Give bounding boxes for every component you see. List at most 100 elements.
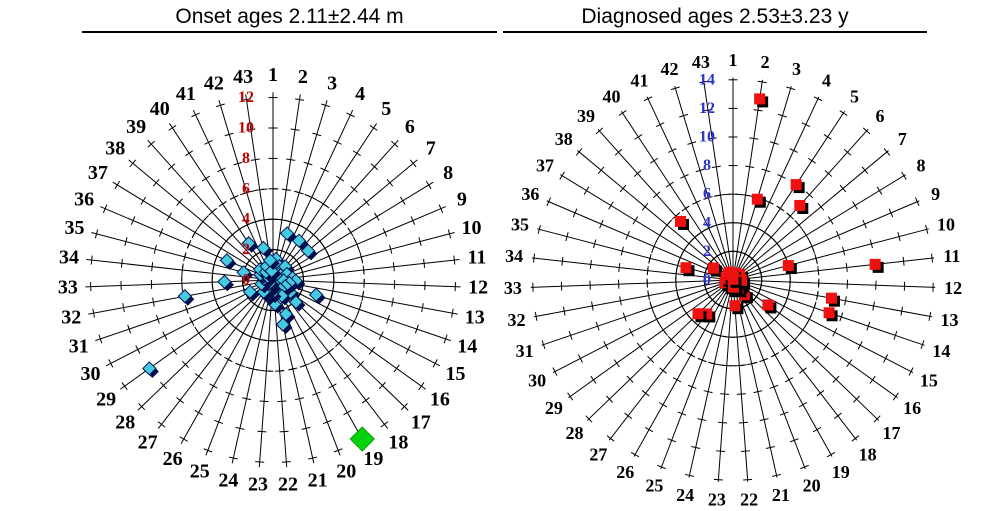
tick-mark	[812, 303, 817, 313]
tick-mark	[832, 328, 838, 337]
tick-mark	[212, 260, 216, 270]
tick-mark	[679, 301, 685, 311]
tick-mark	[789, 438, 799, 443]
data-point	[762, 299, 774, 311]
tick-mark	[194, 409, 203, 416]
spoke-line	[732, 279, 898, 399]
tick-mark	[453, 255, 456, 265]
tick-mark	[298, 330, 307, 336]
tick-mark	[807, 157, 816, 164]
tick-mark	[770, 352, 780, 358]
tick-mark	[378, 381, 386, 390]
spoke-label: 5	[381, 98, 391, 120]
tick-mark	[242, 397, 252, 401]
spoke-label: 21	[308, 469, 328, 491]
tick-mark	[809, 242, 815, 251]
tick-mark	[565, 232, 569, 242]
tick-mark	[275, 370, 285, 372]
spoke-line	[272, 258, 460, 281]
tick-mark	[869, 239, 873, 249]
tick-mark	[228, 456, 238, 460]
spoke-label: 6	[875, 106, 884, 126]
data-point	[256, 240, 271, 256]
data-point	[262, 253, 278, 268]
tick-mark	[127, 324, 132, 334]
spoke-label: 21	[772, 485, 790, 505]
spoke-label: 24	[676, 485, 694, 505]
tick-mark	[853, 395, 861, 403]
tick-mark	[772, 473, 782, 477]
tick-mark	[151, 262, 154, 272]
spoke-label: 15	[920, 371, 938, 391]
spoke-line	[732, 228, 929, 281]
tick-mark	[658, 402, 668, 408]
tick-mark	[740, 193, 751, 197]
tick-mark	[321, 103, 331, 108]
tick-mark	[108, 359, 114, 368]
spoke-line	[586, 279, 734, 421]
tick-mark	[181, 360, 189, 368]
tick-mark	[720, 222, 730, 225]
tick-mark	[322, 419, 332, 425]
tick-mark	[801, 122, 811, 127]
tick-mark	[322, 244, 328, 253]
tick-mark	[803, 231, 810, 240]
spoke-line	[105, 279, 274, 367]
tick-mark	[121, 382, 128, 391]
spoke-line	[732, 86, 792, 281]
tick-mark	[354, 239, 360, 249]
tick-mark	[414, 324, 419, 334]
tick-mark	[194, 373, 203, 380]
tick-mark	[697, 418, 707, 422]
tick-mark	[703, 196, 713, 200]
tick-mark	[277, 218, 287, 221]
tick-mark	[691, 234, 699, 241]
radial-axis-label: 2	[703, 243, 711, 260]
spoke-label: 11	[468, 247, 487, 269]
tick-mark	[632, 216, 639, 225]
spoke-label: 41	[631, 71, 649, 91]
tick-mark	[391, 297, 394, 307]
tick-mark	[391, 140, 399, 148]
tick-mark	[423, 258, 426, 268]
tick-mark	[290, 334, 300, 339]
tick-mark	[213, 295, 218, 305]
radial-axis-label: 4	[242, 211, 250, 228]
spoke-label: 40	[150, 98, 170, 120]
spoke-line	[272, 100, 328, 281]
spoke-label: 39	[126, 116, 146, 138]
tick-mark	[667, 438, 677, 443]
tick-mark	[599, 219, 604, 229]
data-point	[236, 265, 251, 280]
spoke-line	[597, 128, 734, 281]
tick-mark	[386, 178, 394, 187]
radial-axis-label: 8	[703, 157, 711, 174]
tick-mark	[160, 381, 168, 390]
tick-mark	[199, 217, 207, 226]
tick-mark	[687, 384, 697, 389]
tick-mark	[451, 308, 454, 318]
data-point	[736, 274, 748, 286]
tick-mark	[862, 219, 867, 229]
tick-mark	[233, 161, 243, 166]
tick-mark	[209, 383, 218, 389]
tick-mark	[235, 226, 244, 233]
spoke-line	[272, 279, 451, 342]
spoke-line	[608, 279, 734, 441]
tick-mark	[157, 421, 166, 428]
tick-mark	[800, 464, 809, 470]
tick-mark	[259, 400, 269, 403]
tick-mark	[326, 251, 332, 261]
spoke-line	[732, 174, 906, 281]
tick-mark	[369, 124, 378, 131]
tick-mark	[716, 334, 726, 338]
spoke-line	[95, 279, 274, 342]
tick-mark	[843, 148, 852, 156]
spoke-label: 30	[528, 371, 546, 391]
tick-mark	[694, 322, 702, 329]
tick-mark	[668, 148, 677, 153]
tick-mark	[567, 392, 574, 401]
tick-mark	[352, 150, 361, 157]
tick-mark	[839, 312, 844, 322]
tick-mark	[915, 197, 920, 207]
